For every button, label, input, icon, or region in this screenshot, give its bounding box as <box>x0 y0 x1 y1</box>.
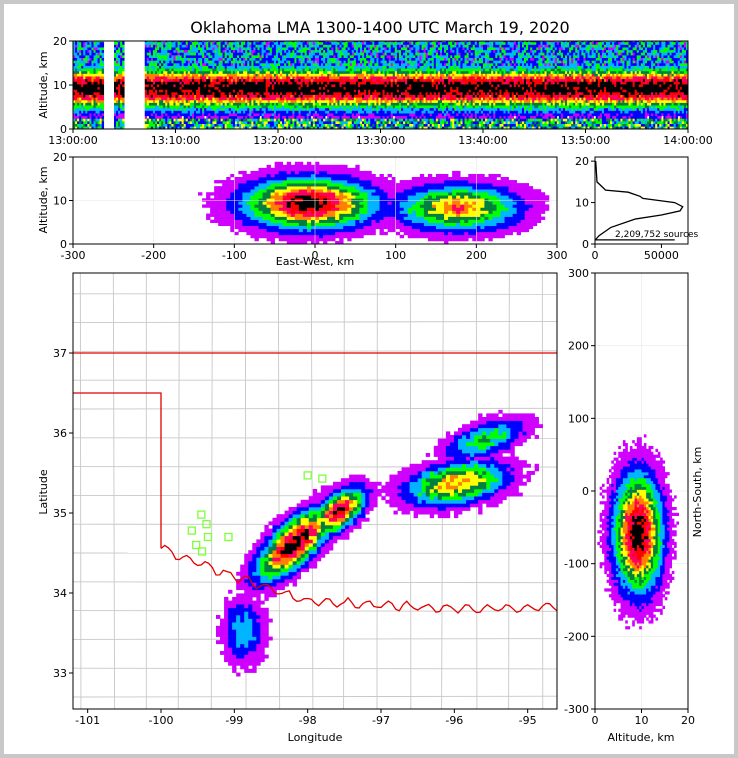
panhandle-border <box>73 392 162 549</box>
north-south-xlabel: Altitude, km <box>607 731 674 744</box>
time-height-xtick-label: 13:30:00 <box>356 134 405 147</box>
north-south-xtick-label: 10 <box>635 714 649 727</box>
east-west-ytick-label: 10 <box>53 195 67 208</box>
time-height-ytick-label: 10 <box>53 79 67 92</box>
altitude-histogram-line <box>595 161 684 241</box>
east-west-panel: -300 -200 -100 0 100 200 300 0 10 20 East-West, k… <box>37 151 568 268</box>
histogram-ytick-label: 20 <box>575 155 589 168</box>
plan-view-xtick-label: -99 <box>225 714 243 727</box>
histogram-ytick-label: 10 <box>575 197 589 210</box>
north-south-xtick-label: 20 <box>681 714 695 727</box>
north-south-panel: 0 10 20 -300 -200 -100 0 100 200 300 Altitude, km… <box>564 267 704 744</box>
time-height-ytick-label: 20 <box>53 35 67 48</box>
altitude-histogram-panel: 0 50000 0 10 20 2,209,752 sources <box>575 155 699 262</box>
histogram-xtick-label: 50000 <box>644 249 679 262</box>
east-west-ytick-label: 20 <box>53 151 67 164</box>
altitude-histogram-plot <box>595 161 684 241</box>
plan-view-ytick-label: 33 <box>53 667 67 680</box>
plan-view-xtick-label: -97 <box>372 714 390 727</box>
time-height-density <box>73 41 688 129</box>
histogram-ticks: 0 50000 0 10 20 <box>575 155 679 262</box>
plan-view-xtick-label: -98 <box>299 714 317 727</box>
east-west-xtick-label: 100 <box>385 249 406 262</box>
time-height-xtick-label: 13:50:00 <box>561 134 610 147</box>
time-height-xtick-label: 13:10:00 <box>151 134 200 147</box>
state-borders <box>73 352 557 614</box>
figure-title: Oklahoma LMA 1300-1400 UTC March 19, 202… <box>190 18 569 37</box>
plan-view-ytick-label: 37 <box>53 347 67 360</box>
east-west-xtick-label: 300 <box>547 249 568 262</box>
lma-station-marker <box>203 532 213 542</box>
plan-view-frame <box>72 272 558 710</box>
lma-station-marker <box>197 547 207 556</box>
lma-station-marker <box>197 510 206 519</box>
north-south-ytick-label: 200 <box>568 340 589 353</box>
plan-view-xtick-label: -101 <box>75 714 100 727</box>
plan-view-panel: -101 -100 -99 -98 -97 -96 -95 33 34 35 36 37 Longit… <box>37 272 558 744</box>
east-west-xlabel: East-West, km <box>276 255 354 268</box>
lma-figure: Oklahoma LMA 1300-1400 UTC March 19, 202… <box>37 18 713 744</box>
time-height-xtick-label: 13:20:00 <box>253 134 302 147</box>
histogram-xtick-label: 0 <box>592 249 599 262</box>
time-height-ylabel: Altitude, km <box>37 51 50 118</box>
north-south-ticks: 0 10 20 -300 -200 -100 0 100 200 300 <box>564 267 695 727</box>
lma-station-marker <box>318 474 327 483</box>
time-height-xtick-label: 14:00:00 <box>663 134 712 147</box>
plan-view-xtick-label: -100 <box>149 714 174 727</box>
lma-station-marker <box>192 540 201 550</box>
east-west-density <box>73 157 557 244</box>
east-west-xtick-label: -200 <box>141 249 166 262</box>
north-south-ytick-label: -200 <box>564 630 589 643</box>
time-height-ticks: 13:00:00 13:10:00 13:20:00 13:30:00 13:40:00… <box>48 35 712 147</box>
plan-view-ytick-label: 36 <box>53 427 67 440</box>
plan-view-ylabel: Latitude <box>37 469 50 515</box>
lma-station-marker <box>187 526 196 535</box>
plan-view-ticks: -101 -100 -99 -98 -97 -96 -95 33 34 35 36 37 <box>53 347 537 727</box>
north-south-ytick-label: 0 <box>582 485 589 498</box>
east-west-xtick-label: -100 <box>222 249 247 262</box>
north-south-ytick-label: -300 <box>564 703 589 716</box>
plan-view-xlabel: Longitude <box>288 731 343 744</box>
figure: Oklahoma LMA 1300-1400 UTC March 19, 202… <box>4 4 734 754</box>
north-south-density <box>595 273 688 709</box>
plan-view-density <box>216 409 543 677</box>
north-south-ytick-label: 300 <box>568 267 589 280</box>
time-height-panel: 13:00:00 13:10:00 13:20:00 13:30:00 13:40:00… <box>37 35 713 147</box>
east-west-xtick-label: -300 <box>61 249 86 262</box>
time-height-xtick-label: 13:00:00 <box>48 134 97 147</box>
histogram-frame <box>594 156 689 245</box>
north-south-ytick-label: 100 <box>568 412 589 425</box>
lma-station-marker <box>224 532 233 542</box>
north-south-ylabel: North-South, km <box>691 447 704 538</box>
lma-station-marker <box>303 471 312 480</box>
plan-view-ytick-label: 35 <box>53 507 67 520</box>
histogram-ytick-label: 0 <box>582 238 589 251</box>
time-height-ytick-label: 0 <box>60 123 67 136</box>
plan-view-ytick-label: 34 <box>53 587 67 600</box>
east-west-ticks: -300 -200 -100 0 100 200 300 0 10 20 <box>53 151 568 262</box>
source-count-annotation: 2,209,752 sources <box>615 230 699 240</box>
time-height-xtick-label: 13:40:00 <box>458 134 507 147</box>
east-west-xtick-label: 0 <box>312 249 319 262</box>
east-west-ylabel: Altitude, km <box>37 166 50 233</box>
red-river-border <box>160 544 557 614</box>
lma-station-marker <box>202 520 211 529</box>
plan-view-xtick-label: -96 <box>445 714 463 727</box>
north-south-ytick-label: -100 <box>564 558 589 571</box>
lma-stations <box>187 471 327 556</box>
east-west-xtick-label: 200 <box>466 249 487 262</box>
plan-view-xtick-label: -95 <box>519 714 537 727</box>
east-west-ytick-label: 0 <box>60 238 67 251</box>
north-south-xtick-label: 0 <box>592 714 599 727</box>
